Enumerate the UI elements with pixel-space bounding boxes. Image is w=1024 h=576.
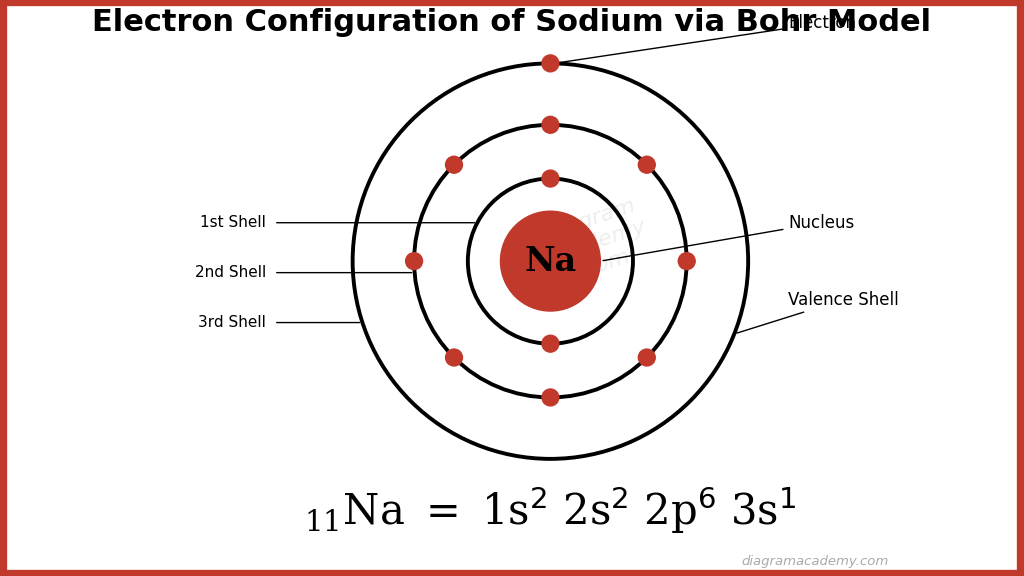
Circle shape: [542, 170, 559, 187]
Circle shape: [638, 156, 655, 173]
Circle shape: [542, 116, 559, 133]
Text: Nucleus: Nucleus: [603, 214, 855, 261]
Text: Electron Configuration of Sodium via Bohr Model: Electron Configuration of Sodium via Boh…: [92, 7, 932, 37]
Circle shape: [445, 349, 463, 366]
Circle shape: [445, 156, 463, 173]
Text: Electron: Electron: [557, 14, 856, 63]
Text: 1st Shell: 1st Shell: [201, 215, 266, 230]
Text: Na: Na: [524, 245, 577, 278]
Text: 2nd Shell: 2nd Shell: [195, 265, 266, 280]
Circle shape: [406, 253, 423, 270]
Circle shape: [638, 349, 655, 366]
Circle shape: [678, 253, 695, 270]
Text: 3rd Shell: 3rd Shell: [199, 315, 266, 330]
Text: Diagram
academy
.com: Diagram academy .com: [538, 195, 655, 289]
Circle shape: [501, 211, 600, 311]
Text: Valence Shell: Valence Shell: [737, 290, 899, 333]
Text: diagramacademy.com: diagramacademy.com: [741, 555, 888, 569]
Text: $_{\mathregular{11}}$Na $=$ 1s$^2$ 2s$^2$ 2p$^6$ 3s$^1$: $_{\mathregular{11}}$Na $=$ 1s$^2$ 2s$^2…: [304, 485, 797, 536]
Circle shape: [542, 55, 559, 72]
Circle shape: [542, 335, 559, 352]
Circle shape: [542, 389, 559, 406]
